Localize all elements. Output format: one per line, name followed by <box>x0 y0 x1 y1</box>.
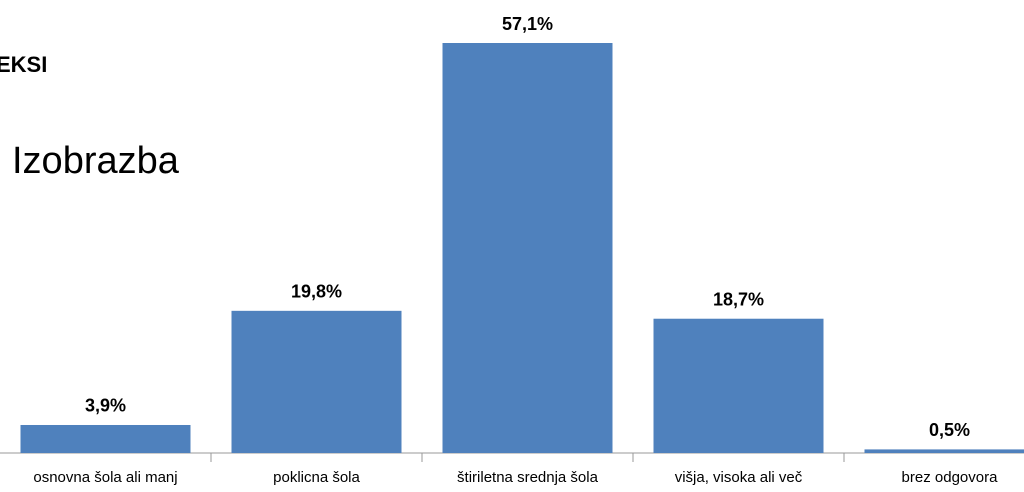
header-text: EKSI <box>0 52 47 77</box>
bar <box>864 449 1024 453</box>
value-label: 3,9% <box>85 396 126 416</box>
x-tick-label: poklicna šola <box>273 469 360 486</box>
x-tick-label: osnovna šola ali manj <box>33 469 177 486</box>
x-tick-label: brez odgovora <box>902 469 999 486</box>
x-tick-label: višja, visoka ali več <box>675 469 803 486</box>
x-tick-label: štiriletna srednja šola <box>457 469 599 486</box>
value-label: 57,1% <box>502 14 553 34</box>
bar <box>653 318 824 453</box>
chart-title: Izobrazba <box>12 140 180 182</box>
value-label: 19,8% <box>291 282 342 302</box>
value-label: 0,5% <box>929 420 970 440</box>
bar <box>442 43 613 453</box>
value-label: 18,7% <box>713 289 764 309</box>
bar <box>231 310 402 453</box>
bar <box>20 424 191 453</box>
